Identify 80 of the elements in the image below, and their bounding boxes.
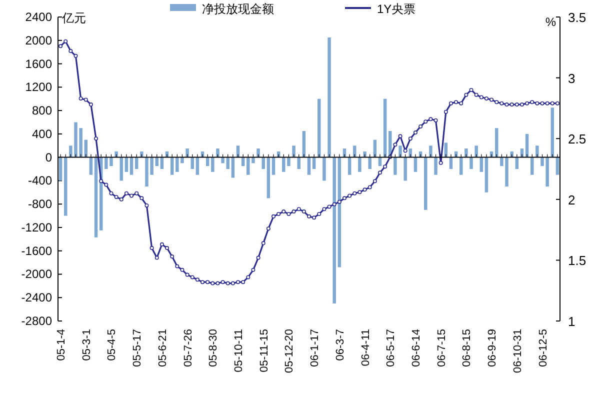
bar [550, 108, 554, 158]
bar [474, 146, 478, 158]
y-tick-label: -400 [28, 174, 52, 188]
bar [398, 146, 402, 158]
y2-tick-label: 2 [568, 192, 576, 208]
y-tick-label: 0 [45, 150, 52, 164]
bar [297, 157, 300, 169]
bar [424, 157, 428, 210]
y2-tick-label: 2.5 [568, 132, 586, 147]
bar [262, 157, 265, 169]
bar [434, 157, 438, 175]
bar [140, 151, 144, 158]
x-tick-label: 05-6-21 [156, 329, 169, 367]
bar [328, 37, 331, 158]
bar [266, 157, 270, 198]
bar [358, 157, 362, 172]
bar [353, 146, 356, 158]
x-tick-label: 05-5-17 [132, 329, 144, 367]
bar [231, 157, 235, 178]
bar [94, 157, 98, 238]
y-tick-label: -2400 [21, 290, 52, 305]
y-axis-title: 亿元 [61, 11, 86, 25]
x-tick-label: 05-10-11 [233, 329, 246, 372]
bar [394, 157, 397, 175]
x-tick-label: 05-3-1 [80, 329, 93, 361]
y-tick-label: 1200 [25, 80, 52, 94]
bar [470, 157, 473, 169]
x-tick-label: 06-5-17 [385, 329, 398, 367]
bar [332, 157, 336, 304]
x-tick-label: 06-6-14 [410, 329, 422, 367]
bar [256, 148, 260, 158]
y-tick-label: 2400 [25, 10, 52, 24]
x-tick-label: 06-8-15 [461, 329, 474, 367]
x-tick-label: 06-10-31 [512, 329, 524, 374]
x-tick-label: 06-12-5 [537, 329, 550, 367]
y-tick-label: -1600 [21, 244, 52, 258]
bar [186, 148, 189, 158]
y-tick-label: -800 [28, 197, 52, 212]
bar [464, 148, 468, 158]
y2-tick-label: 1.5 [568, 253, 586, 268]
bar [404, 157, 407, 181]
legend-label: 净投放现金额 [202, 2, 274, 16]
x-tick-label: 06-3-7 [334, 329, 346, 361]
bar [510, 151, 514, 158]
x-tick-label: 05-8-30 [208, 329, 220, 367]
bar [368, 157, 372, 169]
x-tick-label: 06-1-17 [309, 329, 322, 367]
bar [318, 98, 321, 158]
bar [494, 128, 498, 158]
y2-tick-label: 3.5 [568, 10, 586, 25]
legend-label: 1Y央票 [377, 2, 416, 16]
bar [536, 146, 539, 158]
bar [114, 151, 118, 158]
bar [216, 148, 220, 158]
y-tick-label: -2800 [21, 314, 52, 328]
x-tick-label: 05-4-5 [106, 329, 118, 361]
bar [363, 151, 366, 158]
bar [383, 98, 387, 158]
bar [211, 157, 214, 172]
x-tick-label: 06-4-11 [360, 329, 372, 366]
x-tick-label: 06-7-15 [436, 329, 448, 367]
y-tick-label: 800 [32, 104, 52, 118]
y2-tick-label: 1 [568, 314, 576, 329]
x-tick-label: 05-7-26 [182, 329, 194, 367]
bar [429, 146, 432, 158]
y2-axis-title: % [545, 15, 556, 29]
y-tick-label: 400 [32, 126, 52, 141]
y-tick-label: -2000 [21, 267, 52, 282]
y-tick-label: -1200 [21, 220, 52, 234]
x-tick-label: 05-11-15 [258, 329, 270, 372]
y-tick-label: 2000 [25, 33, 52, 48]
x-tick-label: 05-1-4 [56, 329, 68, 361]
bar [322, 157, 326, 181]
x-tick-label: 06-9-19 [486, 329, 499, 367]
bar [292, 146, 296, 158]
bar [484, 157, 488, 192]
y2-tick-label: 3 [568, 70, 576, 86]
bar [64, 157, 68, 216]
x-tick-label: 05-12-20 [284, 329, 296, 374]
y-tick-label: 1600 [25, 56, 52, 71]
